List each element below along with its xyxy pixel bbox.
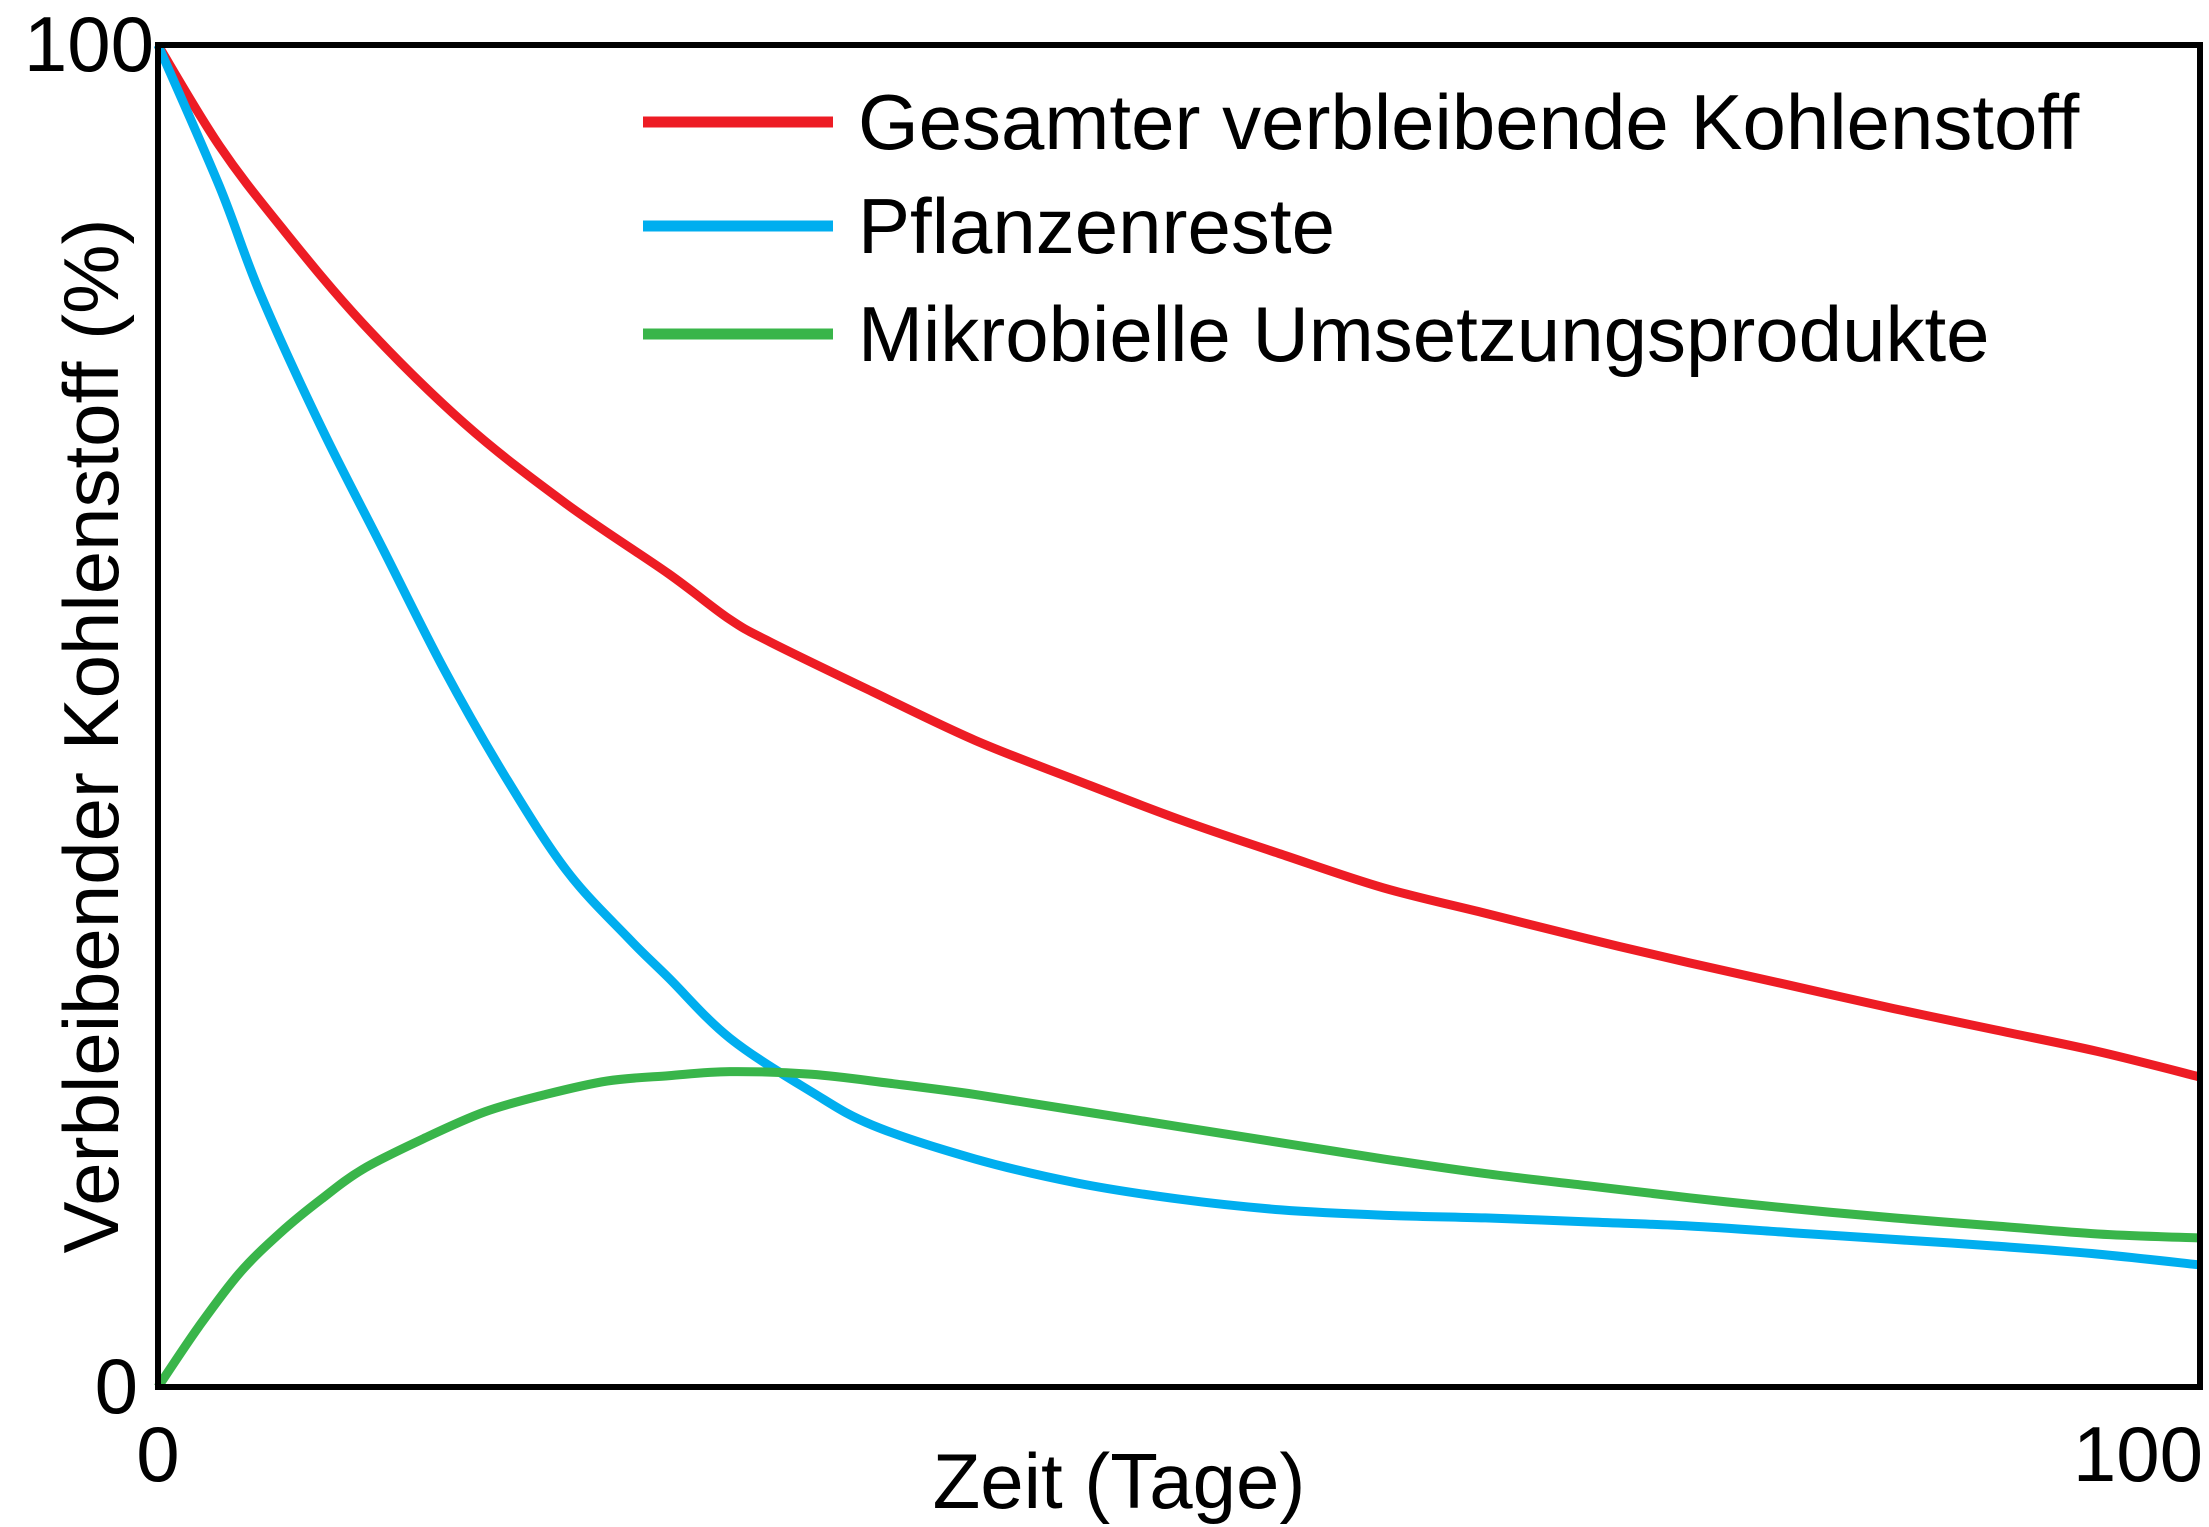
x-axis-label: Zeit (Tage) [933,1437,1306,1525]
legend-label-gesamter-verbleibende-kohlenstoff: Gesamter verbleibende Kohlenstoff [858,78,2080,166]
series-layer [153,42,2202,1390]
legend-label-pflanzenreste: Pflanzenreste [858,182,1335,270]
y-tick-label-100: 100 [24,0,154,88]
plot-frame [155,42,2203,1390]
y-tick-label-0: 0 [95,1342,138,1430]
series-line-pflanzenreste [153,43,2201,1270]
series-line-gesamter-verbleibende-kohlenstoff [154,42,2202,1082]
legend-label-mikrobielle-umsetzungsprodukte: Mikrobielle Umsetzungsprodukte [858,290,1990,378]
y-axis-label: Verbleibender Kohlenstoff (%) [47,219,135,1254]
series-line-mikrobielle-umsetzungsprodukte [154,1067,2201,1390]
x-tick-label-0: 0 [136,1410,179,1498]
x-tick-label-100: 100 [2073,1410,2203,1498]
legend: Gesamter verbleibende Kohlenstoff Pflanze… [643,78,2080,378]
